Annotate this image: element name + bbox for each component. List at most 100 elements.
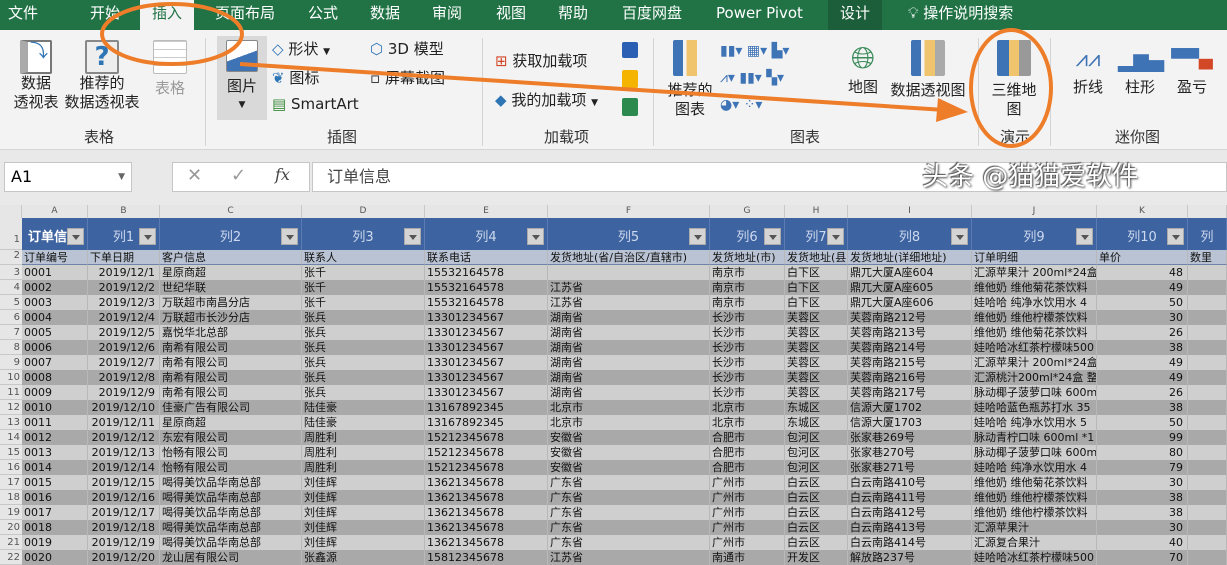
filter-dropdown-button[interactable]	[1167, 228, 1184, 245]
table-cell[interactable]: 13621345678	[425, 535, 548, 550]
table-cell[interactable]: 合肥市	[710, 460, 785, 475]
table-cell[interactable]	[1188, 265, 1227, 280]
table-cell[interactable]: 南通市	[710, 550, 785, 565]
table-cell[interactable]: 安徽省	[548, 445, 710, 460]
table-cell[interactable]: 广州市	[710, 535, 785, 550]
filter-dropdown-button[interactable]	[67, 228, 84, 245]
field-name-cell[interactable]: 数里	[1188, 250, 1227, 265]
table-cell[interactable]: 周胜利	[302, 430, 425, 445]
table-cell[interactable]: 张千	[302, 280, 425, 295]
table-cell[interactable]: 2019/12/9	[88, 385, 160, 400]
table-cell[interactable]: 维他奶 维他柠檬茶饮料	[972, 310, 1097, 325]
table-cell[interactable]: 娃哈哈冰红茶柠檬味500	[972, 550, 1097, 565]
table-cell[interactable]: 维他奶 维他菊花茶饮料	[972, 280, 1097, 295]
table-cell[interactable]: 合肥市	[710, 430, 785, 445]
table-cell[interactable]: 50	[1097, 415, 1188, 430]
table-cell[interactable]	[1188, 460, 1227, 475]
row-header[interactable]: 4	[0, 280, 22, 295]
table-cell[interactable]: 张兵	[302, 370, 425, 385]
table-cell[interactable]: 维他奶 维他柠檬茶饮料	[972, 490, 1097, 505]
table-cell[interactable]: 南希有限公司	[160, 340, 302, 355]
row-header[interactable]: 6	[0, 310, 22, 325]
table-cell[interactable]: 鼎兀大厦A座604	[848, 265, 972, 280]
pivot-table-button[interactable]: ⤵ 数据 透视表	[8, 40, 64, 112]
table-cell[interactable]: 脉动青柠口味 600ml *1	[972, 430, 1097, 445]
table-cell[interactable]: 喝得美饮品华南总部	[160, 520, 302, 535]
table-cell[interactable]: 38	[1097, 505, 1188, 520]
table-cell[interactable]: 13621345678	[425, 520, 548, 535]
table-button[interactable]: 表格	[148, 40, 192, 98]
table-cell[interactable]: 南京市	[710, 280, 785, 295]
table-cell[interactable]: 13167892345	[425, 415, 548, 430]
column-header[interactable]: J	[972, 205, 1097, 218]
table-cell[interactable]: 张家巷271号	[848, 460, 972, 475]
table-cell[interactable]: 白下区	[785, 295, 848, 310]
table-cell[interactable]: 13301234567	[425, 370, 548, 385]
field-name-cell[interactable]: 发货地址(省/自治区/直辖市)	[548, 250, 710, 265]
tab-9[interactable]: 百度网盘	[622, 4, 683, 22]
table-cell[interactable]: 嘉悦华北总部	[160, 325, 302, 340]
table-cell[interactable]: 0002	[22, 280, 88, 295]
table-cell[interactable]	[548, 265, 710, 280]
filter-dropdown-button[interactable]	[689, 228, 706, 245]
table-cell[interactable]: 刘佳辉	[302, 520, 425, 535]
bing-icon[interactable]	[622, 70, 638, 88]
row-header[interactable]: 22	[0, 550, 22, 565]
table-cell[interactable]: 13167892345	[425, 400, 548, 415]
table-cell[interactable]: 2019/12/10	[88, 400, 160, 415]
table-cell[interactable]: 娃哈哈蓝色瓶苏打水 35	[972, 400, 1097, 415]
table-cell[interactable]	[1188, 475, 1227, 490]
table-cell[interactable]: 0019	[22, 535, 88, 550]
table-cell[interactable]: 信源大厦1703	[848, 415, 972, 430]
table-cell[interactable]: 广东省	[548, 490, 710, 505]
tab-2[interactable]: 插入	[140, 0, 195, 30]
column-header[interactable]: G	[710, 205, 785, 218]
3d-models-button[interactable]: ⬡ 3D 模型	[370, 38, 444, 59]
table-cell[interactable]: 北京市	[710, 415, 785, 430]
table-cell[interactable]: 2019/12/6	[88, 340, 160, 355]
table-cell[interactable]: 0012	[22, 430, 88, 445]
table-cell[interactable]: 70	[1097, 550, 1188, 565]
table-cell[interactable]: 湖南省	[548, 385, 710, 400]
table-cell[interactable]	[1188, 490, 1227, 505]
tab-0[interactable]: 文件	[8, 4, 39, 22]
table-cell[interactable]: 喝得美饮品华南总部	[160, 490, 302, 505]
table-cell[interactable]: 佳豪广告有限公司	[160, 400, 302, 415]
table-cell[interactable]	[1188, 370, 1227, 385]
table-cell[interactable]: 汇源苹果汁 200ml*24盒	[972, 265, 1097, 280]
row-header[interactable]: 18	[0, 490, 22, 505]
table-cell[interactable]: 0020	[22, 550, 88, 565]
table-cell[interactable]: 东城区	[785, 415, 848, 430]
table-cell[interactable]: 包河区	[785, 460, 848, 475]
table-cell[interactable]: 白云区	[785, 505, 848, 520]
table-cell[interactable]: 陆佳豪	[302, 415, 425, 430]
table-cell[interactable]: 芙蓉南路214号	[848, 340, 972, 355]
table-cell[interactable]: 13301234567	[425, 310, 548, 325]
table-cell[interactable]: 南希有限公司	[160, 370, 302, 385]
field-name-cell[interactable]: 发货地址(市)	[710, 250, 785, 265]
column-header[interactable]: D	[302, 205, 425, 218]
table-cell[interactable]: 15532164578	[425, 265, 548, 280]
pictures-button[interactable]: 图片 ▼	[217, 36, 267, 120]
table-cell[interactable]: 脉动椰子菠萝口味 600m	[972, 385, 1097, 400]
tab-3[interactable]: 页面布局	[215, 4, 276, 22]
table-cell[interactable]: 13621345678	[425, 505, 548, 520]
table-cell[interactable]: 白云区	[785, 535, 848, 550]
table-cell[interactable]: 2019/12/12	[88, 430, 160, 445]
table-cell[interactable]	[1188, 505, 1227, 520]
table-cell[interactable]: 38	[1097, 340, 1188, 355]
table-cell[interactable]: 15812345678	[425, 550, 548, 565]
table-cell[interactable]: 江苏省	[548, 550, 710, 565]
table-cell[interactable]: 芙蓉区	[785, 370, 848, 385]
table-cell[interactable]: 张家巷269号	[848, 430, 972, 445]
table-cell[interactable]: 张家巷270号	[848, 445, 972, 460]
table-cell[interactable]: 东宏有限公司	[160, 430, 302, 445]
table-cell[interactable]	[1188, 445, 1227, 460]
table-cell[interactable]: 南京市	[710, 265, 785, 280]
table-cell[interactable]: 湖南省	[548, 370, 710, 385]
table-cell[interactable]: 49	[1097, 280, 1188, 295]
table-cell[interactable]: 0014	[22, 460, 88, 475]
table-cell[interactable]: 白云南路414号	[848, 535, 972, 550]
table-cell[interactable]: 北京市	[548, 415, 710, 430]
screenshot-button[interactable]: ▫ 屏幕截图	[370, 67, 445, 88]
